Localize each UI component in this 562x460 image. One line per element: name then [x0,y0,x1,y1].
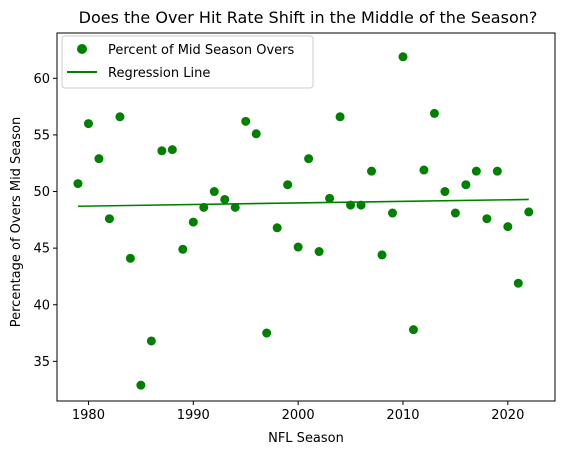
data-point [262,328,272,338]
data-point [461,180,471,190]
x-tick-label: 2010 [386,408,419,423]
data-point [429,108,439,118]
x-tick-label: 1990 [177,408,210,423]
data-point [450,208,460,218]
data-point [408,325,418,335]
data-point [136,380,146,390]
data-point [335,112,345,122]
data-point [73,179,83,189]
data-point [377,250,387,260]
legend-marker-scatter [77,44,87,54]
y-tick-label: 40 [33,298,50,313]
data-point [230,202,240,212]
data-point [367,166,377,176]
y-tick-label: 50 [33,185,50,200]
data-point [314,247,324,257]
legend-label-regression: Regression Line [108,66,210,81]
data-point [419,165,429,175]
legend: Percent of Mid Season Overs Regression L… [61,35,314,89]
data-point [220,194,230,204]
data-point [188,217,198,227]
data-point [440,187,450,197]
data-point [94,154,104,164]
y-axis-label: Percentage of Overs Mid Season [9,117,24,328]
x-axis-label: NFL Season [268,431,344,446]
data-point [524,207,534,217]
data-point [199,202,209,212]
data-point [387,208,397,218]
data-point [157,146,167,156]
data-point [346,200,356,210]
data-point [293,242,303,252]
regression-line [77,198,529,208]
data-point [146,336,156,346]
data-point [209,187,219,197]
data-point [471,166,481,176]
y-tick-label: 55 [33,128,50,143]
x-tick-label: 2020 [491,408,524,423]
y-tick-label: 45 [33,242,50,257]
legend-frame [61,35,314,89]
data-point [125,253,135,263]
y-tick-label: 35 [33,355,50,370]
chart-title: Does the Over Hit Rate Shift in the Midd… [79,8,538,27]
data-point [503,222,513,232]
data-point [178,244,188,254]
y-tick-label: 60 [33,72,50,87]
data-point [104,214,114,224]
plot-area: 1980 1990 2000 2010 2020 35 40 45 50 55 60 [33,32,556,423]
x-tick-label: 2000 [282,408,315,423]
data-point [356,200,366,210]
data-point [115,112,125,122]
axes-frame [56,32,556,402]
data-point [304,154,314,164]
data-point [398,52,408,62]
data-point [513,278,523,288]
data-point [283,180,293,190]
legend-label-scatter: Percent of Mid Season Overs [108,43,295,58]
data-point [251,129,261,139]
data-point [272,223,282,233]
x-tick-label: 1980 [72,408,105,423]
data-point [325,193,335,203]
data-point [83,119,93,129]
data-point [482,214,492,224]
data-point [241,116,251,126]
data-point [492,166,502,176]
data-point [167,145,177,155]
